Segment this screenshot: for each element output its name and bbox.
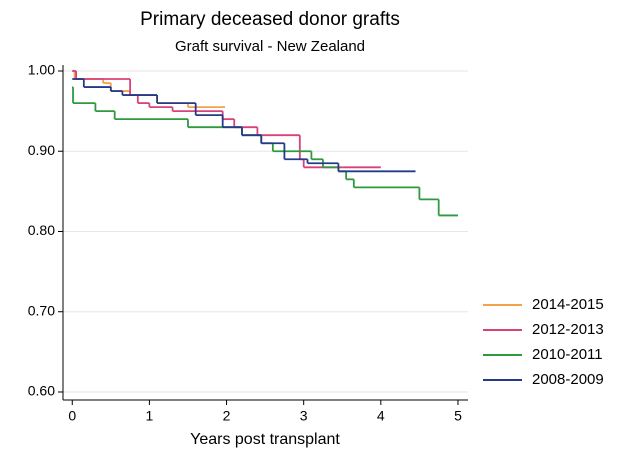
legend-label: 2014-2015 xyxy=(532,296,604,313)
x-tick-label: 5 xyxy=(454,408,462,424)
y-tick-label: 0.80 xyxy=(28,222,55,238)
x-tick-label: 4 xyxy=(377,408,385,424)
y-tick-label: 0.60 xyxy=(28,383,55,399)
y-tick-label: 0.90 xyxy=(28,142,55,158)
x-tick-label: 1 xyxy=(146,408,154,424)
legend-label: 2012-2013 xyxy=(532,321,604,338)
chart-title: Primary deceased donor grafts xyxy=(140,9,400,30)
x-tick-label: 0 xyxy=(68,408,76,424)
x-tick-label: 2 xyxy=(223,408,231,424)
y-tick-label: 1.00 xyxy=(28,62,55,78)
y-tick-label: 0.70 xyxy=(28,302,55,318)
chart-subtitle: Graft survival - New Zealand xyxy=(175,38,365,55)
x-axis-label: Years post transplant xyxy=(190,431,340,448)
x-tick-label: 3 xyxy=(300,408,308,424)
legend-label: 2010-2011 xyxy=(532,346,603,363)
legend-label: 2008-2009 xyxy=(532,371,604,388)
